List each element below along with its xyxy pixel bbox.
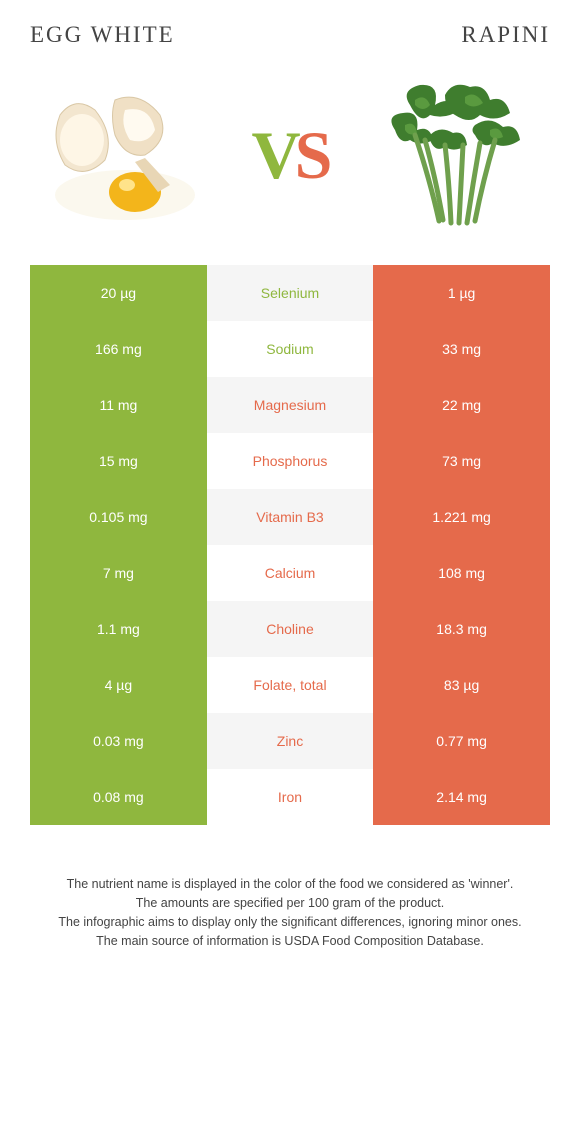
nutrient-label: Calcium — [207, 545, 373, 601]
comparison-table: 20 µgSelenium1 µg166 mgSodium33 mg11 mgM… — [30, 265, 550, 825]
image-row: V S — [0, 60, 580, 265]
left-value: 11 mg — [30, 377, 207, 433]
egg-white-image — [30, 75, 210, 235]
footnote-line: The main source of information is USDA F… — [10, 932, 570, 950]
footnote-line: The amounts are specified per 100 gram o… — [10, 894, 570, 912]
vs-v: V — [252, 116, 297, 195]
header-row: Egg white Rapini — [0, 0, 580, 60]
left-value: 0.08 mg — [30, 769, 207, 825]
footnote-line: The infographic aims to display only the… — [10, 913, 570, 931]
footnotes: The nutrient name is displayed in the co… — [0, 825, 580, 951]
nutrient-label: Magnesium — [207, 377, 373, 433]
left-value: 1.1 mg — [30, 601, 207, 657]
right-value: 73 mg — [373, 433, 550, 489]
nutrient-label: Zinc — [207, 713, 373, 769]
table-row: 4 µgFolate, total83 µg — [30, 657, 550, 713]
nutrient-label: Folate, total — [207, 657, 373, 713]
right-value: 1 µg — [373, 265, 550, 321]
table-row: 20 µgSelenium1 µg — [30, 265, 550, 321]
comparison-table-container: 20 µgSelenium1 µg166 mgSodium33 mg11 mgM… — [0, 265, 580, 825]
right-value: 108 mg — [373, 545, 550, 601]
table-row: 0.105 mgVitamin B31.221 mg — [30, 489, 550, 545]
right-value: 18.3 mg — [373, 601, 550, 657]
left-value: 20 µg — [30, 265, 207, 321]
table-row: 7 mgCalcium108 mg — [30, 545, 550, 601]
title-right: Rapini — [461, 22, 550, 48]
nutrient-label: Iron — [207, 769, 373, 825]
table-row: 166 mgSodium33 mg — [30, 321, 550, 377]
footnote-line: The nutrient name is displayed in the co… — [10, 875, 570, 893]
vs-s: S — [295, 116, 329, 195]
rapini-icon — [375, 75, 545, 235]
right-value: 1.221 mg — [373, 489, 550, 545]
left-value: 166 mg — [30, 321, 207, 377]
right-value: 2.14 mg — [373, 769, 550, 825]
nutrient-label: Sodium — [207, 321, 373, 377]
egg-white-icon — [30, 80, 210, 230]
table-row: 0.08 mgIron2.14 mg — [30, 769, 550, 825]
right-value: 0.77 mg — [373, 713, 550, 769]
left-value: 0.03 mg — [30, 713, 207, 769]
right-value: 83 µg — [373, 657, 550, 713]
table-row: 1.1 mgCholine18.3 mg — [30, 601, 550, 657]
left-value: 15 mg — [30, 433, 207, 489]
left-value: 0.105 mg — [30, 489, 207, 545]
nutrient-label: Selenium — [207, 265, 373, 321]
nutrient-label: Phosphorus — [207, 433, 373, 489]
left-value: 7 mg — [30, 545, 207, 601]
left-value: 4 µg — [30, 657, 207, 713]
right-value: 22 mg — [373, 377, 550, 433]
title-left: Egg white — [30, 22, 175, 48]
right-value: 33 mg — [373, 321, 550, 377]
nutrient-label: Choline — [207, 601, 373, 657]
table-row: 15 mgPhosphorus73 mg — [30, 433, 550, 489]
rapini-image — [370, 75, 550, 235]
table-row: 0.03 mgZinc0.77 mg — [30, 713, 550, 769]
vs-label: V S — [252, 116, 329, 195]
nutrient-label: Vitamin B3 — [207, 489, 373, 545]
table-row: 11 mgMagnesium22 mg — [30, 377, 550, 433]
